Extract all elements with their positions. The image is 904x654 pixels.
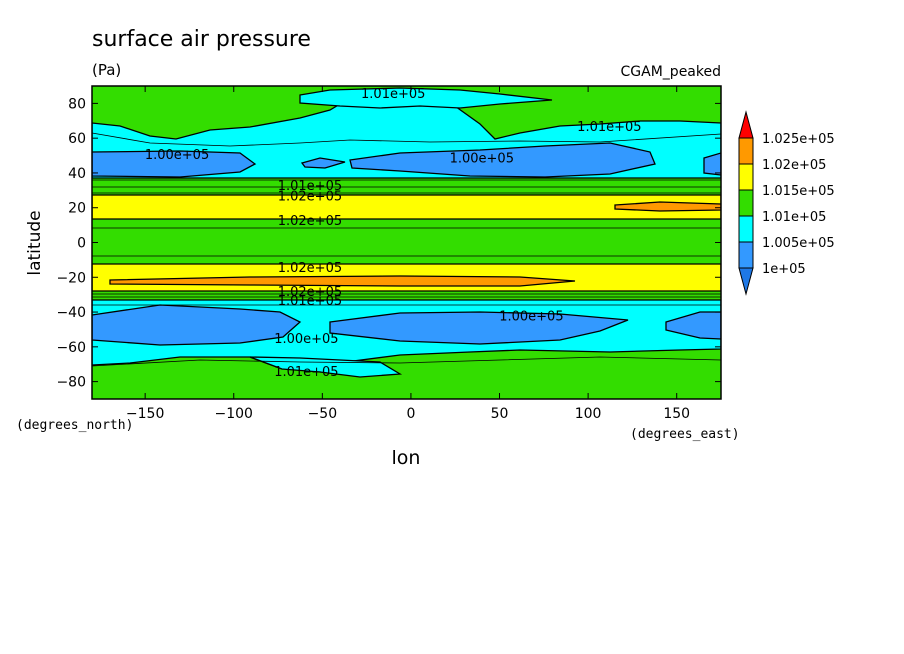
y-tick-label: 60 xyxy=(68,131,86,147)
x-axis-label: lon xyxy=(392,447,421,469)
contour-line-8 xyxy=(92,132,721,147)
blue-cell-north-west xyxy=(92,150,257,178)
blue-cell-north-center xyxy=(300,157,346,169)
blue-cell-north-east xyxy=(703,152,721,176)
pressure-field xyxy=(92,86,721,399)
chart-title: surface air pressure xyxy=(92,27,311,52)
contour-label-2: 1.00e+05 xyxy=(145,148,209,163)
x-tick-label: 100 xyxy=(575,406,602,422)
cyan-cap-north xyxy=(299,87,553,109)
contour-label-5: 1.02e+05 xyxy=(278,190,342,205)
orange-cell-south xyxy=(109,275,576,287)
x-tick-label: −150 xyxy=(126,406,164,422)
colorbar-segment-4 xyxy=(738,137,754,165)
y-tick-label: 0 xyxy=(77,236,86,252)
dataset-label: CGAM_peaked xyxy=(621,64,721,80)
contour-line-9 xyxy=(92,356,721,367)
blue-cell-south-east xyxy=(665,311,721,340)
contour-label-3: 1.00e+05 xyxy=(450,151,514,166)
colorbar-label: 1.01e+05 xyxy=(762,210,826,225)
y-tick-label: −20 xyxy=(56,270,86,286)
x-tick-label: −100 xyxy=(215,406,253,422)
colorbar-segment-1 xyxy=(738,215,754,243)
colorbar-segment-2 xyxy=(738,189,754,217)
y-axis-label: latitude xyxy=(25,210,45,275)
colorbar-label: 1.02e+05 xyxy=(762,158,826,173)
y-tick-label: −80 xyxy=(56,375,86,391)
contour-label-10: 1.00e+05 xyxy=(499,310,563,325)
contour-label-7: 1.02e+05 xyxy=(278,261,342,276)
colorbar-segment-0 xyxy=(738,241,754,269)
y-tick-label: 40 xyxy=(68,166,86,182)
x-tick-label: 0 xyxy=(406,406,415,422)
units-label: (Pa) xyxy=(92,61,121,79)
y-tick-label: 20 xyxy=(68,201,86,217)
contour-label-6: 1.02e+05 xyxy=(278,214,342,229)
colorbar-label: 1.025e+05 xyxy=(762,132,835,147)
contour-label-8: 1.02e+05 xyxy=(278,285,342,300)
contour-label-4: 1.01e+05 xyxy=(278,179,342,194)
colorbar-under-arrow xyxy=(738,267,754,296)
colorbar-over-arrow xyxy=(738,110,754,139)
colorbar-segment-3 xyxy=(738,163,754,191)
y-units-label: (degrees_north) xyxy=(16,418,133,433)
x-tick-label: 50 xyxy=(491,406,509,422)
y-tick-label: 80 xyxy=(68,96,86,112)
y-tick-label: −60 xyxy=(56,340,86,356)
colorbar-label: 1.005e+05 xyxy=(762,236,835,251)
contour-label-12: 1.01e+05 xyxy=(274,365,338,380)
blue-cell-south-mid xyxy=(329,311,629,345)
x-tick-label: 150 xyxy=(663,406,690,422)
contour-label-11: 1.00e+05 xyxy=(274,332,338,347)
x-units-label: (degrees_east) xyxy=(630,427,740,442)
contour-label-1: 1.01e+05 xyxy=(577,120,641,135)
orange-cell-north xyxy=(614,201,721,212)
blue-cell-north-mid xyxy=(349,142,656,178)
blue-cell-south-west xyxy=(92,304,302,346)
colorbar: 1e+05 1.005e+05 1.01e+05 1.015e+05 1.02e+05 1… xyxy=(738,110,835,296)
x-tick-label: −50 xyxy=(308,406,338,422)
yellow-band-north xyxy=(92,194,721,220)
colorbar-label: 1e+05 xyxy=(762,262,806,277)
colorbar-label: 1.015e+05 xyxy=(762,184,835,199)
contour-label-0: 1.01e+05 xyxy=(361,87,425,102)
contour-label-9: 1.01e+05 xyxy=(278,294,342,309)
y-tick-label: −40 xyxy=(56,305,86,321)
